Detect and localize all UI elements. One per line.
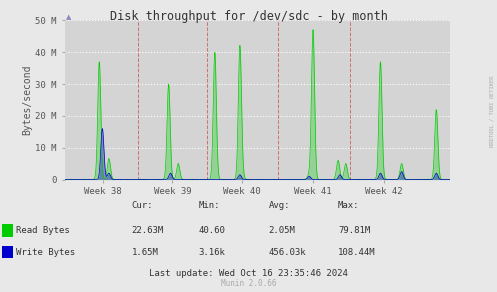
Text: 1.65M: 1.65M	[132, 248, 159, 257]
Text: ▲: ▲	[66, 14, 71, 20]
Text: 108.44M: 108.44M	[338, 248, 376, 257]
Text: Last update: Wed Oct 16 23:35:46 2024: Last update: Wed Oct 16 23:35:46 2024	[149, 269, 348, 277]
Y-axis label: Bytes/second: Bytes/second	[23, 65, 33, 135]
Text: Max:: Max:	[338, 201, 359, 210]
Text: 40.60: 40.60	[199, 226, 226, 235]
Text: 22.63M: 22.63M	[132, 226, 164, 235]
Text: Disk throughput for /dev/sdc - by month: Disk throughput for /dev/sdc - by month	[109, 10, 388, 23]
Text: 3.16k: 3.16k	[199, 248, 226, 257]
Text: Cur:: Cur:	[132, 201, 153, 210]
Text: Munin 2.0.66: Munin 2.0.66	[221, 279, 276, 288]
Text: 456.03k: 456.03k	[268, 248, 306, 257]
Text: 79.81M: 79.81M	[338, 226, 370, 235]
Text: Read Bytes: Read Bytes	[16, 226, 70, 235]
Text: Write Bytes: Write Bytes	[16, 248, 76, 257]
Text: Min:: Min:	[199, 201, 220, 210]
Text: 2.05M: 2.05M	[268, 226, 295, 235]
Text: RRDTOOL / TOBI OETIKER: RRDTOOL / TOBI OETIKER	[490, 75, 495, 147]
Text: Avg:: Avg:	[268, 201, 290, 210]
